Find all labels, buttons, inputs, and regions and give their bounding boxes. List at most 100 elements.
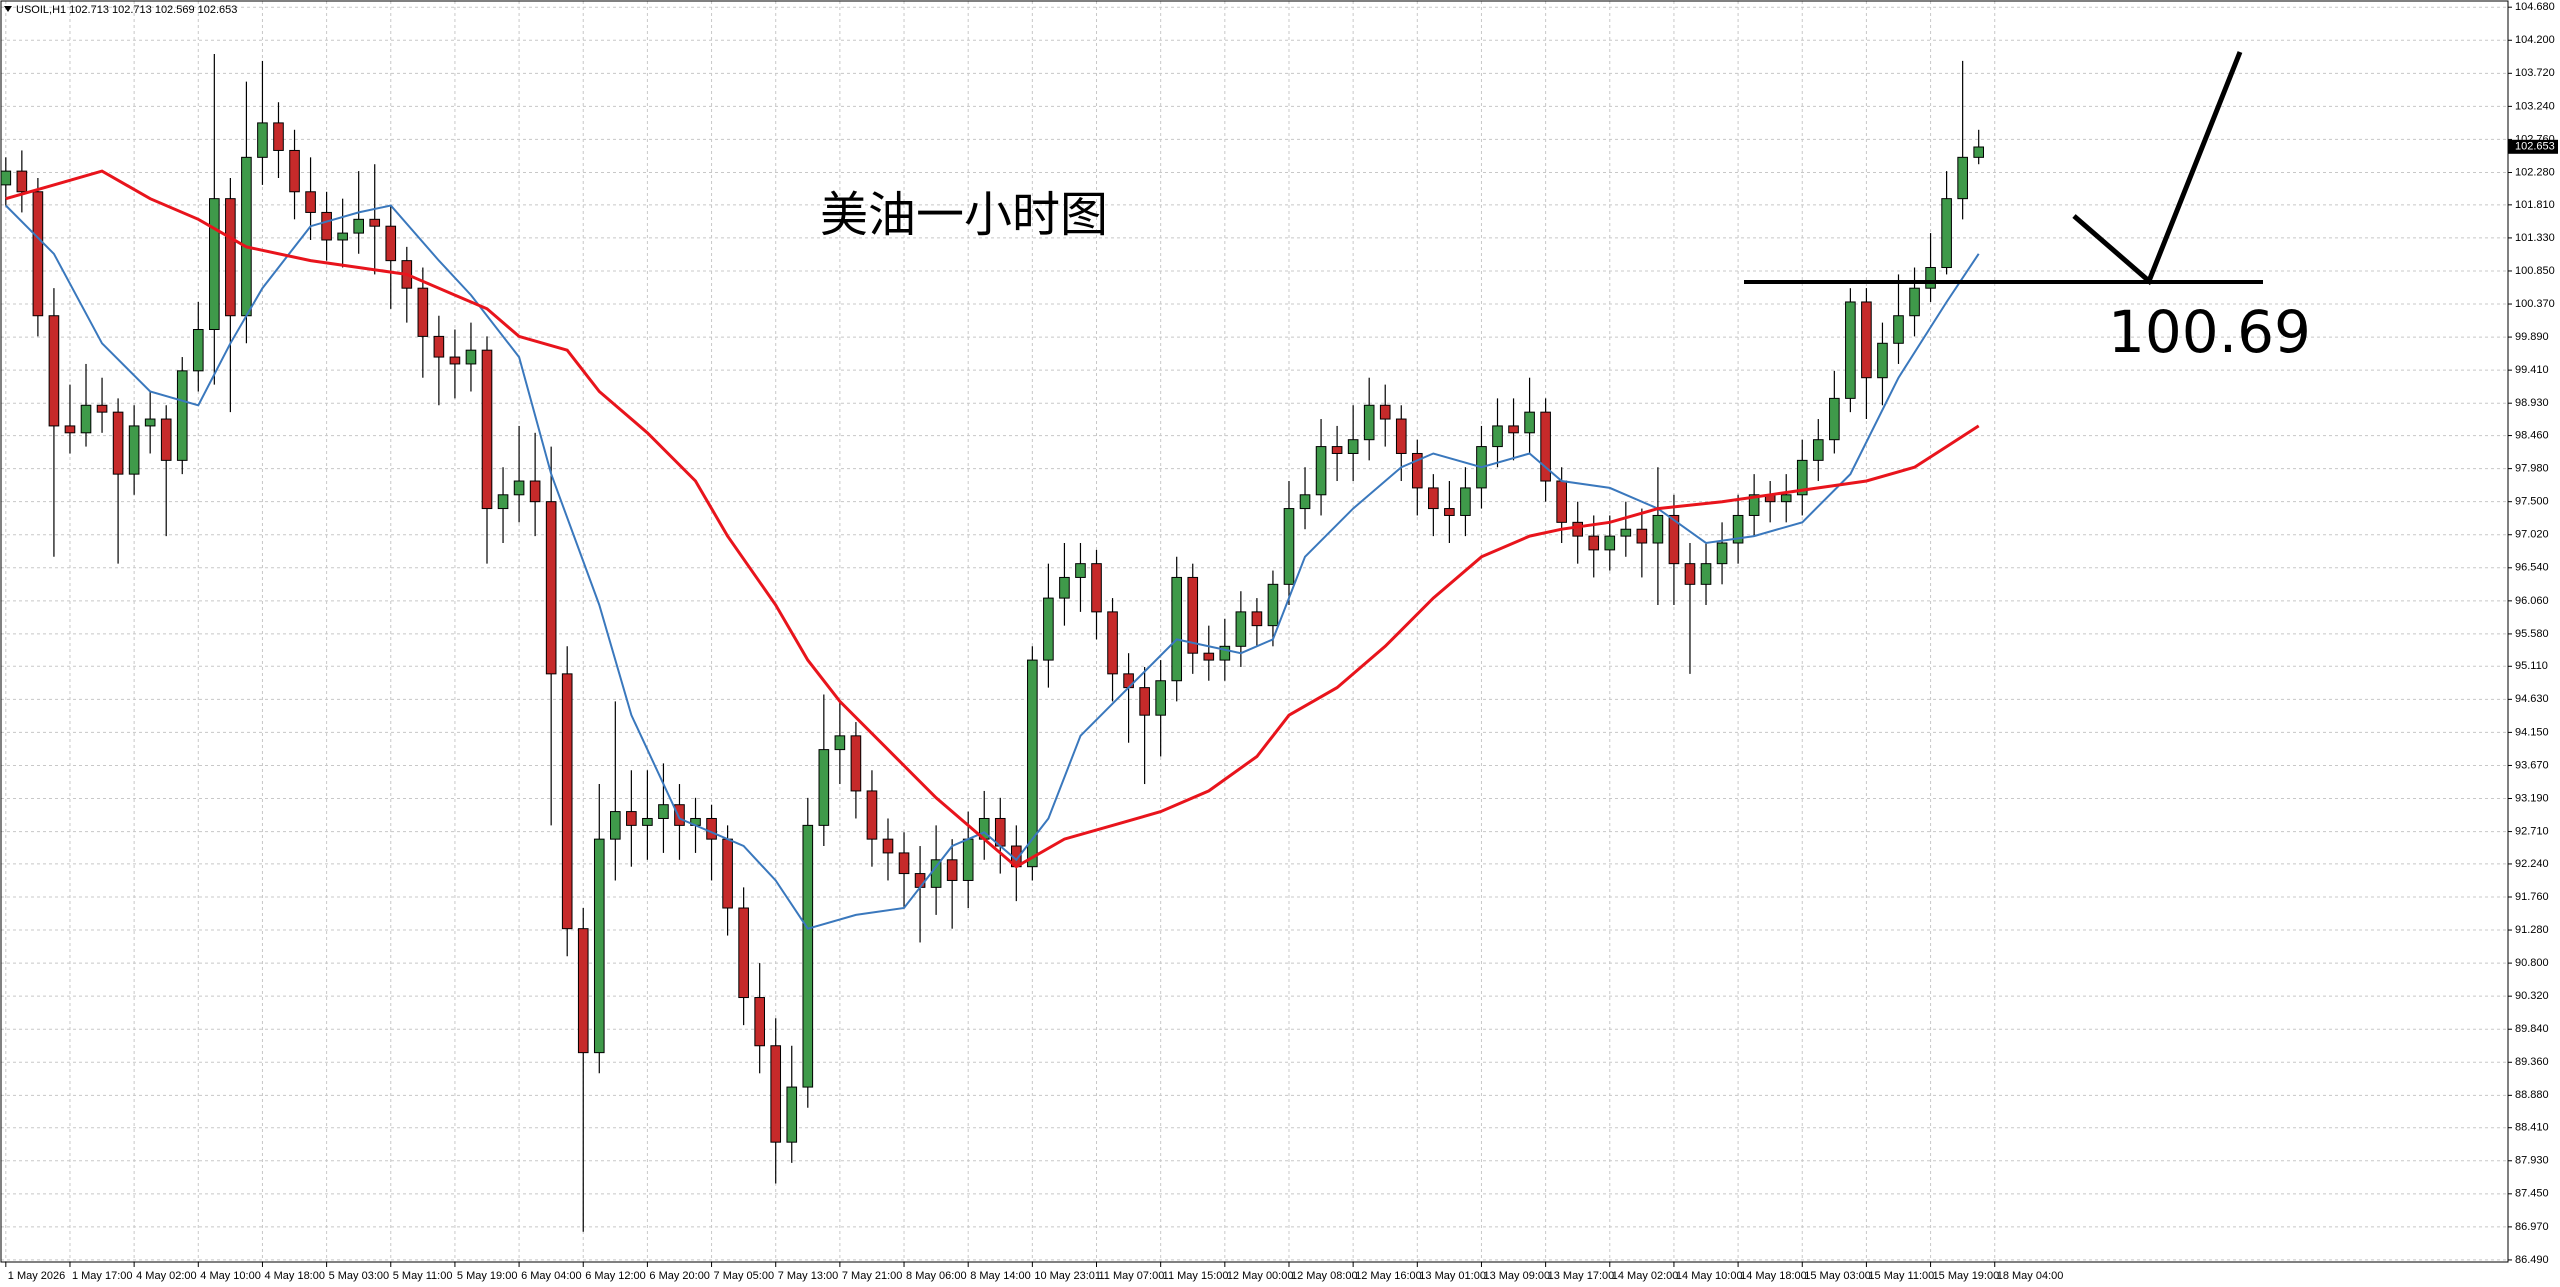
y-tick-label: 101.330 xyxy=(2515,232,2555,244)
candle-body xyxy=(577,928,589,1054)
candle-body xyxy=(1556,480,1567,523)
candle-body xyxy=(1588,535,1600,551)
candle-body xyxy=(1107,611,1118,675)
axis-layer: 104.680104.200103.720103.240102.760102.2… xyxy=(5,1,2558,1282)
moving-average-line xyxy=(5,169,1980,869)
candle-body xyxy=(1139,687,1150,716)
candle-body xyxy=(706,817,717,840)
x-tick-label: 14 May 02:00 xyxy=(1612,1270,1679,1282)
candle-body xyxy=(337,232,348,241)
candle-body xyxy=(770,1045,782,1143)
candle-body xyxy=(1909,287,1920,317)
candle-body xyxy=(257,122,268,158)
candle-body xyxy=(1347,439,1359,454)
y-tick-label: 89.360 xyxy=(2515,1056,2549,1068)
y-tick-label: 95.110 xyxy=(2515,660,2548,672)
candle-body xyxy=(1700,563,1712,585)
check-arrow xyxy=(2072,51,2243,286)
header-marker xyxy=(4,6,12,12)
x-tick-label: 5 May 03:00 xyxy=(329,1270,390,1282)
candle-body xyxy=(1411,452,1423,489)
y-tick-label: 86.970 xyxy=(2515,1221,2549,1233)
candle-body xyxy=(273,122,284,151)
candle-body xyxy=(1267,583,1279,627)
x-tick-label: 8 May 06:00 xyxy=(906,1270,967,1282)
candle-body xyxy=(1043,597,1054,661)
y-tick-label: 97.020 xyxy=(2515,529,2549,541)
candle-body xyxy=(962,838,974,881)
candle-body xyxy=(192,329,204,372)
candle-body xyxy=(658,804,669,819)
candle-body xyxy=(32,191,44,317)
candle-body xyxy=(1604,535,1616,551)
lines-layer xyxy=(5,169,2263,930)
candle-body xyxy=(209,198,220,331)
marks-layer xyxy=(0,54,1985,1232)
y-tick-label: 94.150 xyxy=(2515,726,2549,738)
y-tick-label: 103.240 xyxy=(2515,100,2555,112)
candle-body xyxy=(513,480,525,496)
y-tick-label: 96.060 xyxy=(2515,595,2549,607)
candle-body xyxy=(1331,446,1343,454)
candle-body xyxy=(1203,652,1215,661)
candle-body xyxy=(1812,439,1824,461)
x-tick-label: 4 May 10:00 xyxy=(200,1270,261,1282)
x-tick-label: 18 May 04:00 xyxy=(1997,1270,2064,1282)
candle-body xyxy=(241,156,252,317)
y-tick-label: 104.200 xyxy=(2515,34,2555,46)
candle-body xyxy=(160,418,172,461)
candle-body xyxy=(1829,397,1840,441)
y-tick-label: 95.580 xyxy=(2515,628,2549,640)
candle-body xyxy=(642,817,653,826)
candle-body xyxy=(1684,563,1696,585)
y-tick-label: 102.280 xyxy=(2515,166,2555,178)
x-tick-label: 12 May 00:00 xyxy=(1227,1270,1294,1282)
candle-body xyxy=(1893,315,1904,344)
candle-body xyxy=(465,349,477,365)
candle-body xyxy=(305,191,316,213)
candle-body xyxy=(353,218,364,234)
candle-body xyxy=(321,211,332,241)
candle-body xyxy=(369,218,381,227)
candle-body xyxy=(1492,425,1503,448)
x-tick-label: 1 May 2026 xyxy=(8,1270,65,1282)
candle-body xyxy=(497,494,509,510)
candle-body xyxy=(144,418,156,427)
candle-body xyxy=(225,198,236,317)
candle-body xyxy=(1187,576,1199,654)
candle-body xyxy=(1845,301,1856,399)
x-tick-label: 13 May 17:00 xyxy=(1548,1270,1615,1282)
candle-body xyxy=(1861,301,1872,379)
candle-body xyxy=(1941,198,1952,269)
candle-body xyxy=(0,170,12,186)
y-tick-label: 94.630 xyxy=(2515,693,2549,705)
candle-body xyxy=(1716,542,1728,565)
candle-body xyxy=(176,370,188,461)
x-tick-label: 12 May 16:00 xyxy=(1355,1270,1422,1282)
candle-body xyxy=(1620,528,1632,537)
y-tick-label: 93.670 xyxy=(2515,759,2549,771)
y-tick-label: 97.500 xyxy=(2515,496,2549,508)
candle-body xyxy=(529,480,541,503)
y-tick-label: 99.410 xyxy=(2515,364,2549,376)
plot-frame xyxy=(0,0,2509,1263)
candle-body xyxy=(561,673,573,930)
y-tick-label: 103.720 xyxy=(2515,67,2555,79)
candle-body xyxy=(289,149,300,193)
candle-body xyxy=(1668,514,1680,565)
x-tick-label: 6 May 12:00 xyxy=(585,1270,646,1282)
candle-body xyxy=(1315,446,1327,496)
candle-body xyxy=(1379,404,1391,420)
candle-body xyxy=(481,349,493,510)
moving-average-line xyxy=(5,204,1980,930)
y-tick-label: 90.800 xyxy=(2515,957,2549,969)
x-tick-label: 13 May 09:00 xyxy=(1483,1270,1550,1282)
candle-body xyxy=(1444,508,1455,516)
candle-body xyxy=(1732,514,1744,544)
x-tick-label: 4 May 02:00 xyxy=(136,1270,197,1282)
y-tick-label: 88.410 xyxy=(2515,1122,2549,1134)
x-tick-label: 14 May 18:00 xyxy=(1740,1270,1807,1282)
